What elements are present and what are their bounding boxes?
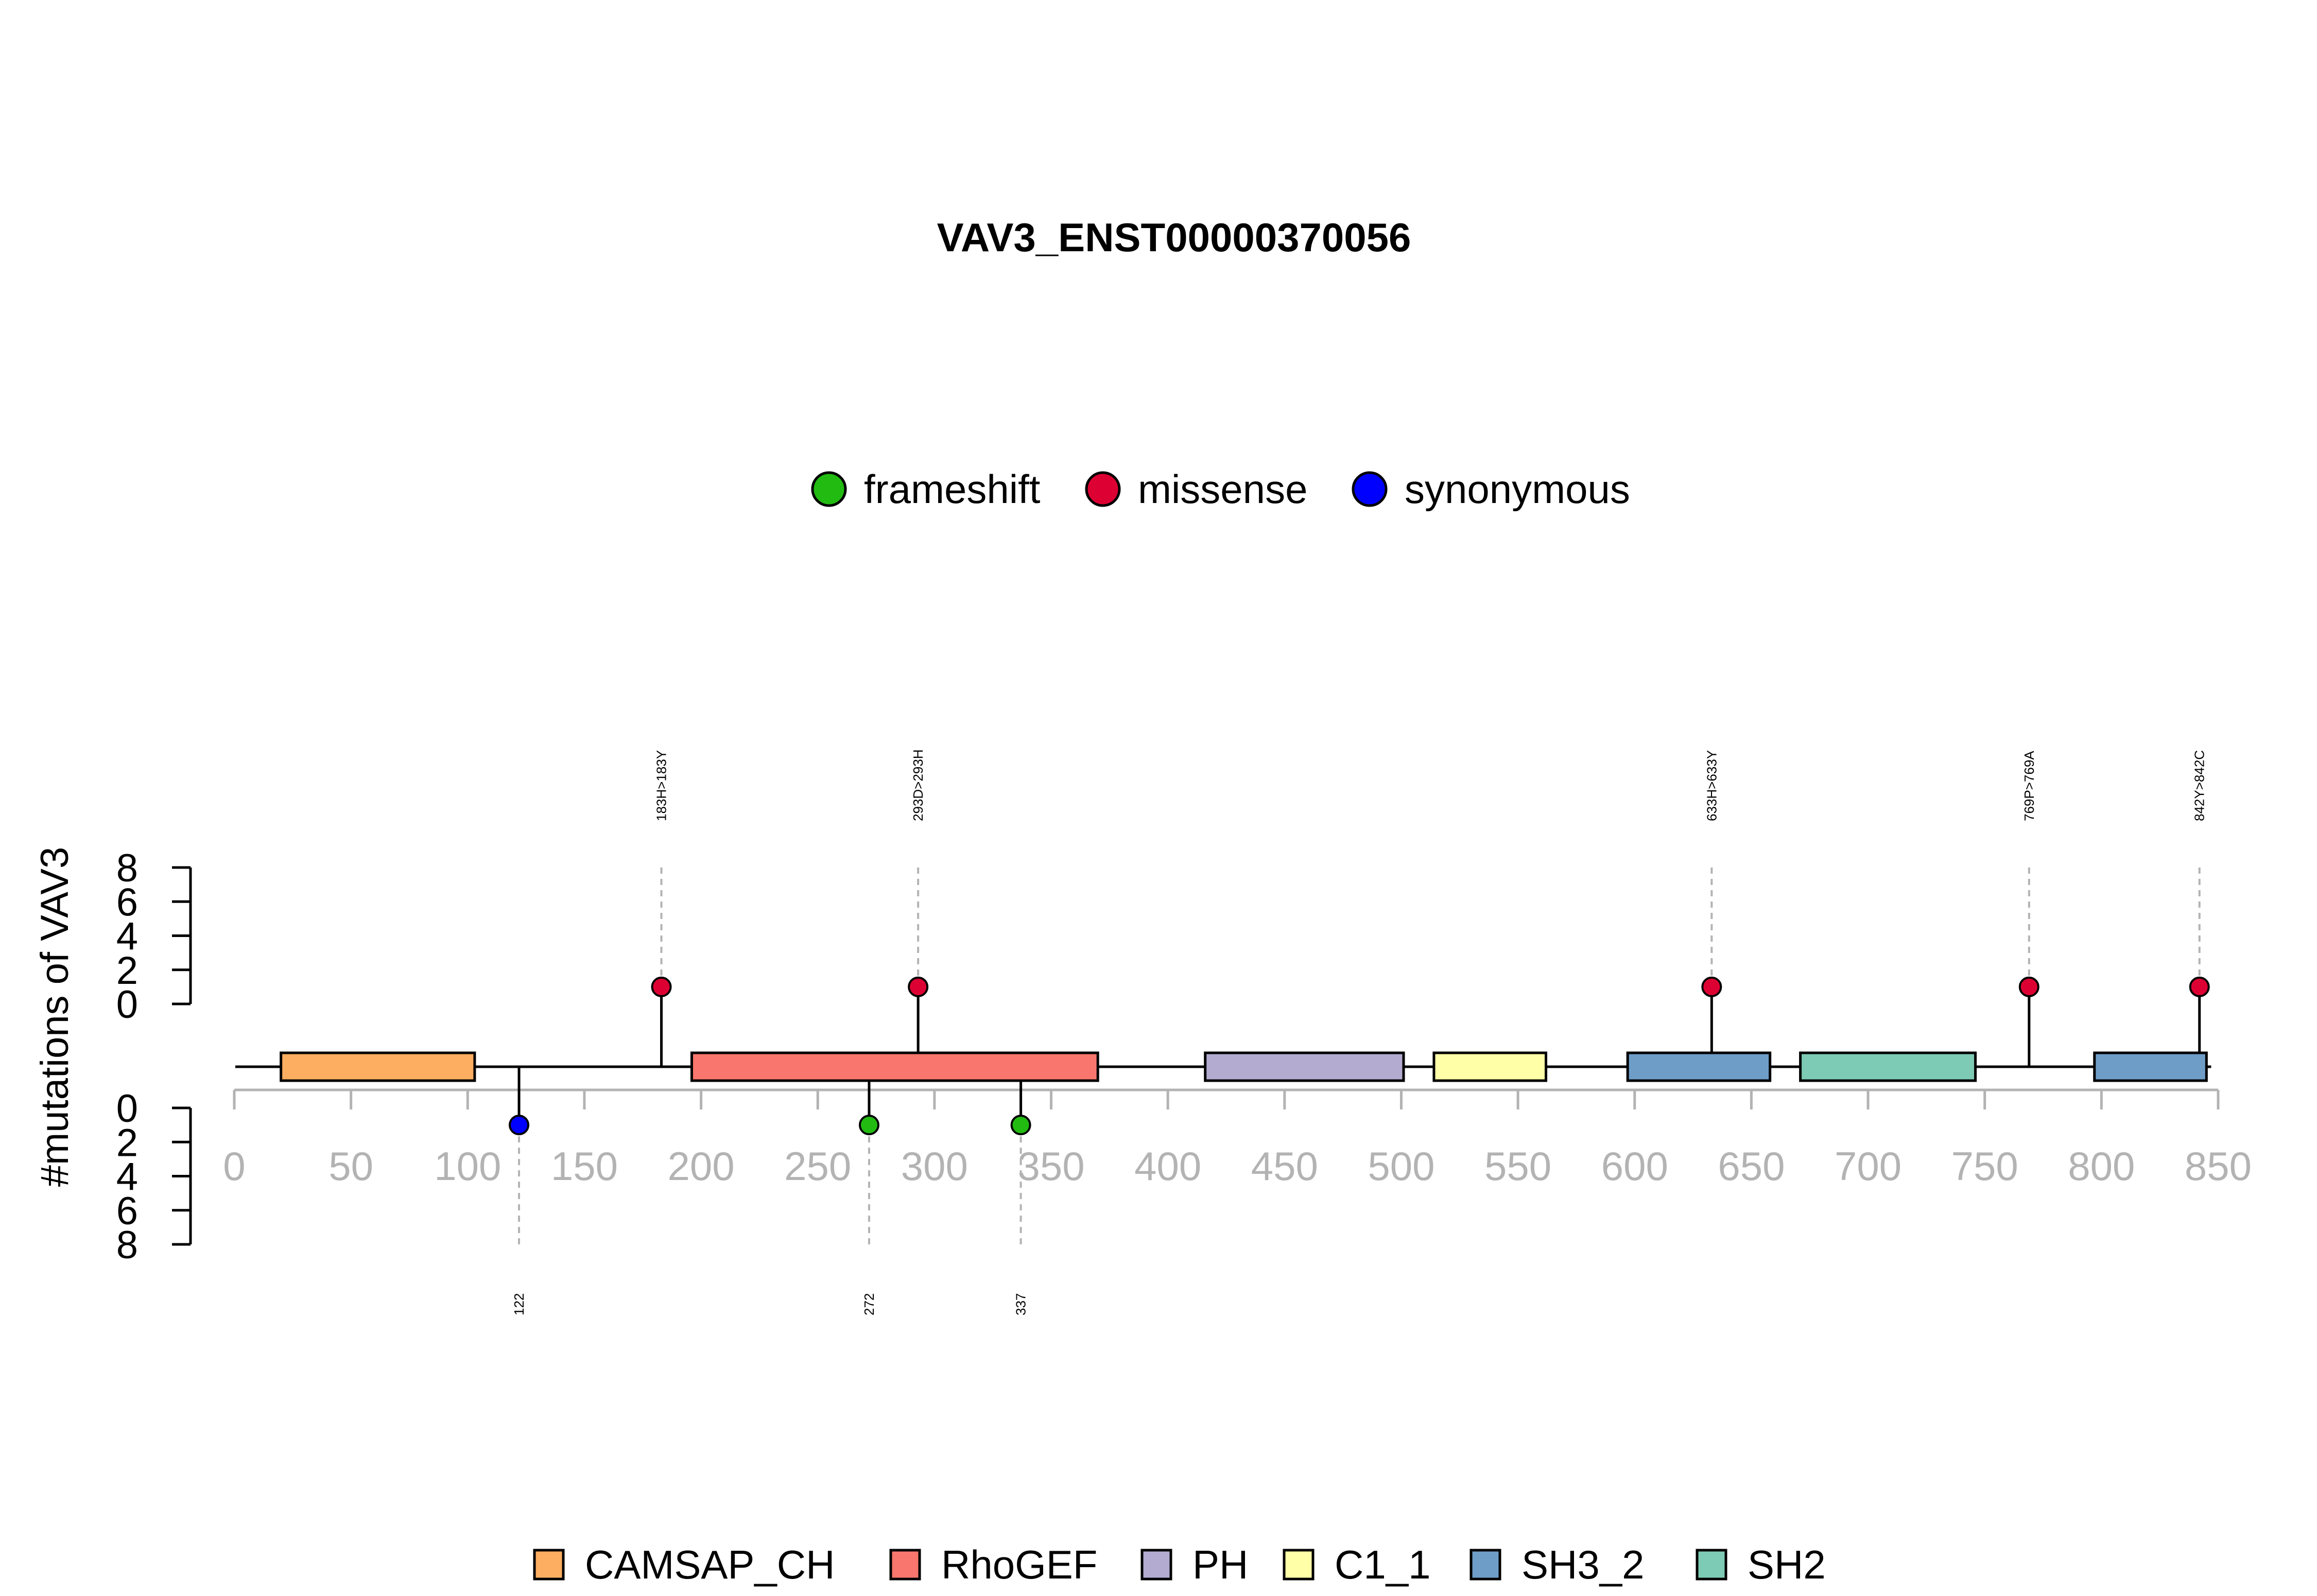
y-tick-label-bottom: 6 <box>116 1189 138 1233</box>
domain-legend-swatch-C1_1 <box>1283 1549 1315 1581</box>
legend-marker-frameshift <box>811 471 847 507</box>
mutation-label: 842Y>842C <box>2192 750 2207 821</box>
x-tick-label: 750 <box>1951 1143 2018 1189</box>
mutation-point-missense <box>908 976 929 997</box>
x-tick-label: 350 <box>1017 1143 1084 1189</box>
domain-C1_1 <box>1432 1051 1548 1082</box>
x-tick-label: 850 <box>2185 1143 2252 1189</box>
x-tick-label: 700 <box>1835 1143 1901 1189</box>
mutation-label: 293D>293H <box>910 750 926 822</box>
mutation-label: 633H>633Y <box>1704 750 1719 821</box>
x-tick-label: 800 <box>2068 1143 2135 1189</box>
x-tick-label: 600 <box>1601 1143 1668 1189</box>
mutation-point-missense <box>651 976 672 997</box>
domain-SH2 <box>1799 1051 1977 1082</box>
mutation-point-missense <box>2018 976 2039 997</box>
domain-legend-swatch-RhoGEF <box>889 1549 921 1581</box>
domain-PH <box>1204 1051 1405 1082</box>
domain-legend-label-CAMSAP_CH: CAMSAP_CH <box>585 1542 835 1587</box>
x-tick-label: 0 <box>223 1143 245 1189</box>
legend-label-synonymous: synonymous <box>1405 466 1630 512</box>
x-tick-label: 500 <box>1368 1143 1434 1189</box>
guide-lines <box>518 868 2201 1244</box>
y-tick-label-top: 6 <box>116 880 138 924</box>
y-tick-label-bottom: 0 <box>116 1087 138 1131</box>
domain-legend-swatch-PH <box>1140 1549 1172 1581</box>
legend-marker-synonymous <box>1352 471 1388 507</box>
y-tick-label-top: 2 <box>116 949 138 993</box>
x-tick-label: 450 <box>1251 1143 1318 1189</box>
y-tick-label-top: 8 <box>116 846 138 890</box>
protein-domains <box>280 1051 2208 1082</box>
mutation-point-missense <box>2189 976 2210 997</box>
domain-legend-label-C1_1: C1_1 <box>1335 1542 1430 1587</box>
domain-legend-swatch-SH3_2 <box>1469 1549 1501 1581</box>
domain-legend-swatch-CAMSAP_CH <box>533 1549 565 1581</box>
y-tick-label-bottom: 4 <box>116 1155 138 1199</box>
domain-CAMSAP_CH <box>280 1051 476 1082</box>
domain-SH3_2 <box>2093 1051 2208 1082</box>
x-tick-label: 300 <box>901 1143 968 1189</box>
mutation-legend: frameshift missense synonymous <box>811 466 1630 512</box>
y-tick-label-bottom: 2 <box>116 1121 138 1165</box>
y-tick-label-top: 4 <box>116 915 138 959</box>
mutation-label: 337 <box>1013 1293 1029 1315</box>
domain-legend-swatch-SH2 <box>1696 1549 1727 1581</box>
x-tick-label: 100 <box>434 1143 501 1189</box>
mutation-point-frameshift <box>858 1115 879 1136</box>
domain-legend-label-SH2: SH2 <box>1748 1542 1826 1587</box>
y-tick-label-top: 0 <box>116 983 138 1027</box>
y-tick-label-bottom: 8 <box>116 1223 138 1267</box>
domain-SH3_2 <box>1626 1051 1772 1082</box>
domain-legend-label-PH: PH <box>1192 1542 1248 1587</box>
domain-legend-label-RhoGEF: RhoGEF <box>941 1542 1097 1587</box>
x-tick-label: 150 <box>551 1143 618 1189</box>
mutation-point-frameshift <box>1010 1115 1031 1136</box>
x-tick-label: 200 <box>668 1143 735 1189</box>
mutation-point-missense <box>1701 976 1722 997</box>
mutation-label: 769P>769A <box>2021 751 2037 821</box>
x-axis: 0 50 100 150 200 250 300 350 400 450 500 550 600 650 7… <box>223 1088 2252 1189</box>
legend-marker-missense <box>1085 471 1121 507</box>
mutation-point-synonymous <box>509 1115 530 1136</box>
x-tick-label: 650 <box>1718 1143 1785 1189</box>
legend-label-missense: missense <box>1138 466 1307 512</box>
mutation-points <box>509 976 2210 1136</box>
chart-title: VAV3_ENST00000370056 <box>937 215 1411 260</box>
mutation-label: 122 <box>511 1293 527 1315</box>
y-axis-label: #mutations of VAV3 <box>33 847 77 1187</box>
x-tick-label: 550 <box>1484 1143 1551 1189</box>
x-tick-label: 50 <box>328 1143 373 1189</box>
mutation-label: 272 <box>861 1293 877 1315</box>
x-tick-label: 250 <box>784 1143 851 1189</box>
domain-RhoGEF <box>690 1051 1099 1082</box>
mutation-label: 183H>183Y <box>654 750 669 821</box>
x-tick-label: 400 <box>1134 1143 1201 1189</box>
mutation-labels: 183H>183Y 293D>293H 633H>633Y 769P>769A 842Y… <box>511 750 2207 1316</box>
domain-legend: CAMSAP_CH RhoGEF PH C1_1 SH3_2 SH2 <box>533 1542 1826 1587</box>
legend-label-frameshift: frameshift <box>864 466 1041 512</box>
domain-legend-label-SH3_2: SH3_2 <box>1521 1542 1645 1587</box>
